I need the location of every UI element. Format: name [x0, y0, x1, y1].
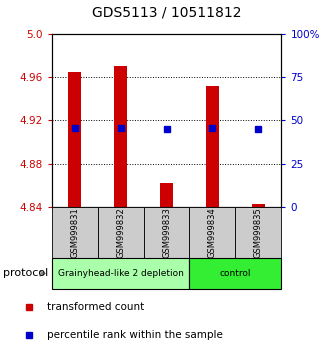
- Text: percentile rank within the sample: percentile rank within the sample: [47, 330, 223, 340]
- Text: Grainyhead-like 2 depletion: Grainyhead-like 2 depletion: [58, 269, 183, 278]
- Bar: [189, 207, 235, 258]
- Bar: [114, 66, 128, 207]
- Bar: [52, 207, 98, 258]
- Bar: [189, 258, 281, 289]
- Bar: [98, 207, 144, 258]
- Text: GSM999834: GSM999834: [208, 207, 217, 258]
- Bar: [160, 183, 173, 207]
- Text: GSM999832: GSM999832: [116, 207, 125, 258]
- Text: transformed count: transformed count: [47, 302, 145, 313]
- Text: GSM999831: GSM999831: [70, 207, 79, 258]
- Text: GDS5113 / 10511812: GDS5113 / 10511812: [92, 5, 241, 19]
- Bar: [52, 258, 189, 289]
- Bar: [205, 86, 219, 207]
- Text: control: control: [220, 269, 251, 278]
- Bar: [144, 207, 189, 258]
- Bar: [251, 204, 265, 207]
- Text: GSM999835: GSM999835: [254, 207, 263, 258]
- Text: protocol: protocol: [3, 268, 49, 279]
- Bar: [68, 72, 82, 207]
- Bar: [235, 207, 281, 258]
- Text: GSM999833: GSM999833: [162, 207, 171, 258]
